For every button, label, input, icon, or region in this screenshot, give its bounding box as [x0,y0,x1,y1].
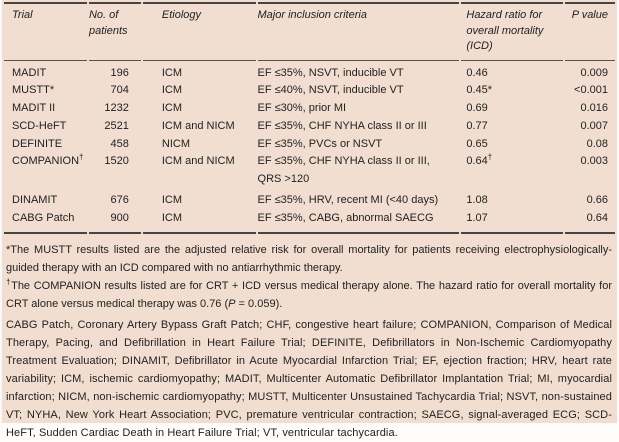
column-header-etiology: Etiology [142,2,256,61]
cell-etiology: ICM and NICM [161,119,235,132]
cell-criteria: EF ≤35%, HRV, recent MI (<40 days) [257,194,439,207]
cell-patients: 676 [110,194,129,207]
cell-pvalue: <0.001 [574,84,608,97]
cell-criteria: EF ≤35%, CHF NYHA class II or III [257,119,427,132]
footnote-companion: †The COMPANION results listed are for CR… [6,277,612,310]
cell-etiology: NICM [161,137,190,150]
table-row: MUSTT* 704 ICM EF ≤40%, NSVT, inducible VT 0… [4,82,615,100]
cell-trial: DEFINITE [12,137,63,150]
cell-etiology: ICM [161,194,183,207]
cell-criteria: EF ≤30%, prior MI [257,102,347,115]
cell-patients: 1232 [104,102,129,115]
table-row: DEFINITE 458 NICM EF ≤35%, PVCs or NSVT 0.65… [4,136,615,154]
cell-pvalue: 0.08 [586,137,608,150]
table-row: MADIT II 1232 ICM EF ≤30%, prior MI 0.69 0.01… [4,100,615,118]
table-row: CABG Patch 900 ICM EF ≤35%, CABG, abnormal … [4,210,615,234]
cell-pvalue: 0.64 [565,210,615,234]
header-row: Trial No. of patients Etiology Major inclus… [4,2,615,61]
column-header-criteria: Major inclusion criteria [257,2,460,61]
table-body: MADIT 196 ICM EF ≤35%, NSVT, inducible VT 0.… [4,61,615,234]
cell-pvalue: 0.009 [580,66,608,79]
column-header-hazard: Hazard ratio for overall mortality (ICD) [461,2,564,61]
cell-criteria: EF ≤35%, NSVT, inducible VT [257,66,404,79]
cell-hazard: 0.77 [466,119,488,132]
cell-criteria: EF ≤35%, PVCs or NSVT [257,137,383,150]
cell-hazard: 0.46 [466,66,488,79]
table-notes: *The MUSTT results listed are the adjust… [6,241,612,442]
cell-etiology: ICM [161,66,183,79]
cell-criteria: EF ≤35%, CABG, abnormal SAECG [257,210,460,234]
cell-hazard: 0.64† [466,152,493,168]
cell-patients: 2521 [104,119,129,132]
table-header-row: Trial No. of patients Etiology Major inclus… [4,2,615,61]
cell-pvalue: 0.016 [580,102,608,115]
cell-trial: MADIT [12,66,47,79]
column-header-trial: Trial [4,2,87,61]
cell-etiology: ICM [161,84,183,97]
cell-trial: DINAMIT [12,194,58,207]
cell-hazard: 0.65 [466,137,488,150]
cell-trial: COMPANION† [12,152,84,168]
cell-trial: MADIT II [12,102,56,115]
cell-etiology: ICM [142,210,256,234]
cell-trial: MUSTT* [12,84,55,97]
cell-pvalue: 0.003 [580,155,608,168]
footnote-mustt: *The MUSTT results listed are the adjust… [6,243,612,274]
cell-pvalue: 0.007 [580,119,608,132]
trials-table: Trial No. of patients Etiology Major inclus… [2,2,617,234]
cell-hazard: 0.69 [466,102,488,115]
cell-etiology: ICM [161,102,183,115]
cell-hazard: 0.45* [466,84,493,97]
column-header-patients: No. of patients [88,2,141,61]
cell-trial: CABG Patch [4,210,87,234]
cell-criteria: EF ≤35%, CHF NYHA class II or III, QRS >… [257,155,430,186]
table-row: COMPANION† 1520 ICM and NICM EF ≤35%, CHF N… [4,153,615,189]
cell-trial: SCD-HeFT [12,119,67,132]
cell-patients: 196 [110,66,129,79]
table-row: SCD-HeFT 2521 ICM and NICM EF ≤35%, CHF NYH… [4,118,615,136]
cell-patients: 900 [88,210,141,234]
table-row: DINAMIT 676 ICM EF ≤35%, HRV, recent MI (<4… [4,189,615,210]
cell-pvalue: 0.66 [586,194,608,207]
cell-hazard: 1.08 [466,194,488,207]
cell-patients: 704 [110,84,129,97]
cell-hazard: 1.07 [461,210,564,234]
cell-patients: 1520 [104,155,129,168]
column-header-pvalue: P value [565,2,615,61]
cell-criteria: EF ≤40%, NSVT, inducible VT [257,84,404,97]
table-row: MADIT 196 ICM EF ≤35%, NSVT, inducible VT 0.… [4,61,615,83]
cell-etiology: ICM and NICM [161,155,235,168]
cell-patients: 458 [110,137,129,150]
